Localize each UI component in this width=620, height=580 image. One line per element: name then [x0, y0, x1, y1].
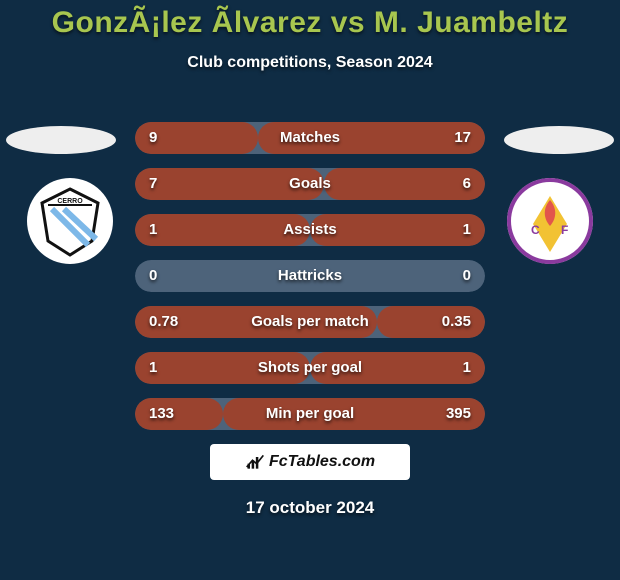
svg-text:C: C: [531, 223, 540, 237]
source-name: FcTables.com: [269, 453, 375, 471]
stat-row: 11Assists: [135, 214, 485, 246]
stat-row: 0.780.35Goals per match: [135, 306, 485, 338]
cerro-crest-icon: CERRO: [34, 185, 106, 257]
subtitle: Club competitions, Season 2024: [0, 54, 620, 72]
stat-row: 76Goals: [135, 168, 485, 200]
stat-row: 00Hattricks: [135, 260, 485, 292]
snapshot-date: 17 october 2024: [0, 498, 620, 518]
stat-row: 133395Min per goal: [135, 398, 485, 430]
stat-label: Shots per goal: [135, 352, 485, 384]
stat-label: Goals: [135, 168, 485, 200]
stat-label: Assists: [135, 214, 485, 246]
team-crest-right: C F: [507, 178, 593, 264]
team-crest-left: CERRO: [27, 178, 113, 264]
shadow-ellipse-left: [6, 126, 116, 154]
stat-label: Hattricks: [135, 260, 485, 292]
shadow-ellipse-right: [504, 126, 614, 154]
stats-grid: 917Matches 76Goals 11Assists 00Hattricks 0.7…: [135, 122, 485, 430]
svg-text:CERRO: CERRO: [57, 198, 83, 205]
source-logo: FcTables.com: [210, 444, 410, 480]
stat-row: 917Matches: [135, 122, 485, 154]
stat-label: Min per goal: [135, 398, 485, 430]
svg-text:F: F: [561, 223, 568, 237]
chart-icon: [245, 452, 265, 472]
page-title: GonzÃ¡lez Ãlvarez vs M. Juambeltz: [0, 0, 620, 40]
stat-label: Goals per match: [135, 306, 485, 338]
comparison-card: GonzÃ¡lez Ãlvarez vs M. Juambeltz Club c…: [0, 0, 620, 580]
cf-crest-icon: C F: [507, 178, 593, 264]
stat-label: Matches: [135, 122, 485, 154]
stat-row: 11Shots per goal: [135, 352, 485, 384]
